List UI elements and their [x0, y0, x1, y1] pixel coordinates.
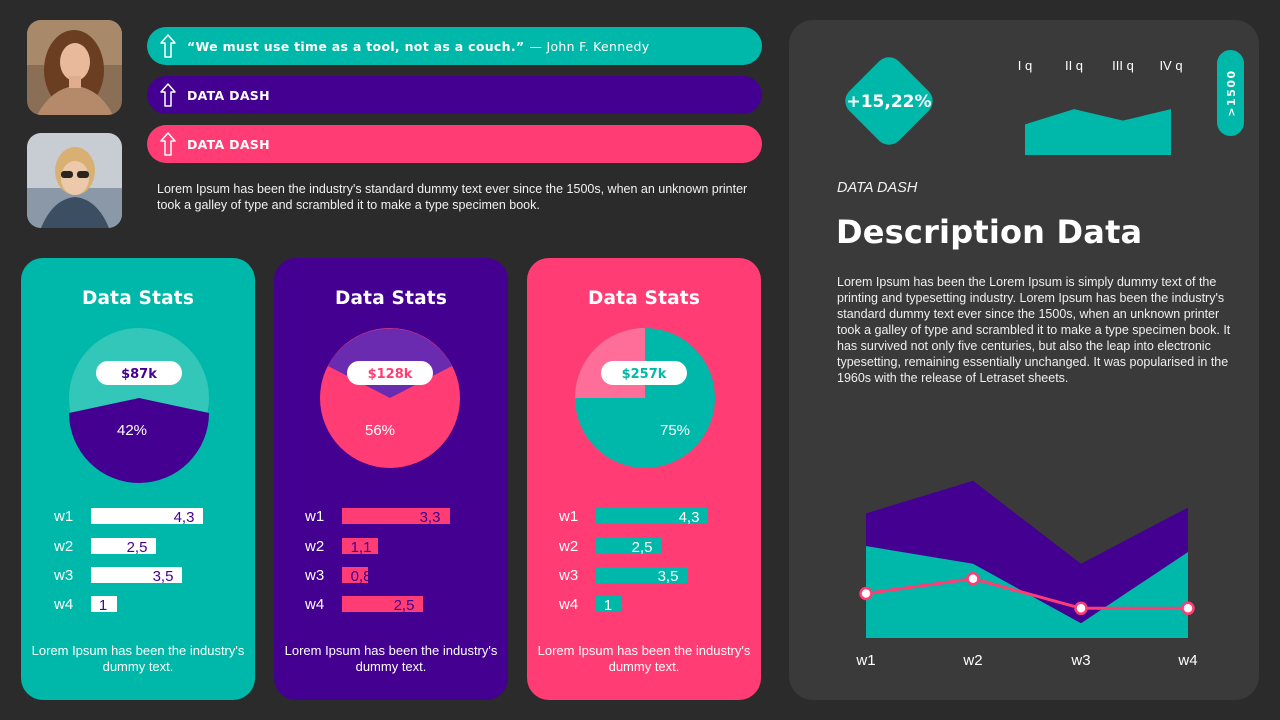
bar-label: w2: [53, 538, 73, 555]
panel-graphics: +15,22% >1500 I q II q III q IV q w1 w2 …: [845, 50, 1244, 669]
line-point: [1074, 601, 1088, 616]
pie-slice: [69, 398, 209, 483]
pie-badge-text: $257k: [622, 367, 667, 382]
side-tab-text: >1500: [1225, 69, 1238, 116]
pie-percent: 56%: [365, 422, 395, 439]
quote-author: — John F. Kennedy: [529, 38, 650, 54]
bar: [596, 596, 622, 612]
growth-badge-text: +15,22%: [846, 92, 931, 112]
bar-label: w1: [558, 508, 578, 525]
bar-value: 2,5: [632, 539, 653, 556]
bar: [342, 596, 423, 612]
bar-value: 1: [604, 597, 612, 614]
pie-percent: 75%: [660, 422, 690, 439]
description-panel: +15,22% >1500 I q II q III q IV q w1 w2 …: [789, 20, 1259, 700]
card-footer: Lorem Ipsum has been the industry's dumm…: [284, 643, 498, 674]
x-tick-label: w4: [1177, 652, 1197, 669]
bar-label: w3: [53, 567, 73, 584]
quarter-chart: I q II q III q IV q: [1018, 58, 1183, 155]
bar-value: 4,3: [174, 509, 195, 526]
bar: [596, 508, 708, 524]
quarter-label: III q: [1112, 58, 1134, 73]
pie-percent: 42%: [117, 422, 147, 439]
bar-label: w3: [558, 567, 578, 584]
arrow-up-icon: [160, 34, 176, 58]
banner-label: DATA DASH: [187, 87, 270, 103]
avatar: [27, 133, 122, 228]
bar: [342, 508, 450, 524]
pie-badge-text: $128k: [368, 367, 413, 382]
bar: [342, 567, 368, 583]
panel-description: Lorem Ipsum has been the Lorem Ipsum is …: [837, 275, 1231, 385]
panel-subtitle: DATA DASH: [837, 180, 918, 196]
pie-badge: [347, 361, 433, 385]
bar-label: w1: [53, 508, 73, 525]
bar-label: w2: [558, 538, 578, 555]
line-point: [1181, 601, 1195, 616]
quarter-label: IV q: [1159, 58, 1182, 73]
bar-label: w2: [304, 538, 324, 555]
intro-text: Lorem Ipsum has been the industry's stan…: [157, 182, 748, 212]
bar-value: 3,5: [658, 568, 679, 585]
data-dash-banner: DATA DASH: [147, 125, 762, 163]
arrow-up-icon: [160, 83, 176, 107]
quote-banner: “We must use time as a tool, not as a co…: [147, 27, 762, 65]
card-chart: 56% $128k w1 3,3 w2 1,1 w3 0,8 w4 2,5: [304, 328, 460, 614]
quarter-label: I q: [1018, 58, 1032, 73]
line-point: [966, 571, 980, 586]
bar: [596, 538, 661, 554]
line-series: [865, 577, 1188, 610]
bar: [91, 567, 182, 583]
x-tick-label: w3: [1070, 652, 1090, 669]
x-tick-label: w2: [962, 652, 982, 669]
quote-text: “We must use time as a tool, not as a co…: [187, 38, 525, 54]
bar-value: 2,5: [394, 597, 415, 614]
card-title: Data Stats: [587, 288, 701, 309]
x-tick-label: w1: [855, 652, 875, 669]
side-tab: [1217, 50, 1244, 136]
bar-label: w4: [304, 596, 324, 613]
data-dash-banner: DATA DASH: [147, 76, 762, 114]
pie-badge: [96, 361, 182, 385]
bar-value: 3,5: [153, 568, 174, 585]
bar-value: 3,3: [420, 509, 441, 526]
bar: [91, 538, 156, 554]
card-title: Data Stats: [334, 288, 448, 309]
bar: [91, 508, 203, 524]
card-chart: 42% $87k w1 4,3 w2 2,5 w3 3,5 w4 1: [53, 328, 209, 614]
bar: [91, 596, 117, 612]
card-title: Data Stats: [81, 288, 195, 309]
quarter-area: [1025, 109, 1171, 155]
card-chart: 75% $257k w1 4,3 w2 2,5 w3 3,5 w4 1: [558, 328, 715, 614]
growth-badge: +15,22%: [845, 57, 933, 145]
bar-value: 1,1: [351, 539, 372, 556]
bar-label: w3: [304, 567, 324, 584]
weekly-area-chart: w1 w2 w3 w4: [855, 480, 1198, 669]
stats-card: Data Stats 75% $257k w1 4,3 w2 2,5 w3 3,…: [527, 258, 761, 700]
bar-label: w4: [558, 596, 578, 613]
bar-value: 0,8: [351, 568, 372, 585]
pie-badge-text: $87k: [121, 367, 157, 382]
area-series-front: [866, 546, 1188, 638]
quarter-label: II q: [1065, 58, 1083, 73]
bar-value: 1: [99, 597, 107, 614]
avatar: [27, 20, 122, 115]
bar-label: w4: [53, 596, 73, 613]
bar-value: 2,5: [127, 539, 148, 556]
banner-label: DATA DASH: [187, 136, 270, 152]
bar: [342, 538, 378, 554]
bar: [596, 567, 687, 583]
stats-card: Data Stats 56% $128k w1 3,3 w2 1,1 w3 0,…: [274, 258, 508, 700]
card-footer: Lorem Ipsum has been the industry's dumm…: [31, 643, 245, 674]
arrow-up-icon: [160, 132, 176, 156]
line-point: [859, 586, 873, 601]
card-footer: Lorem Ipsum has been the industry's dumm…: [537, 643, 751, 674]
pie-badge: [601, 361, 687, 385]
bar-label: w1: [304, 508, 324, 525]
bar-value: 4,3: [679, 509, 700, 526]
stats-card: Data Stats 42% $87k w1 4,3 w2 2,5 w3 3,5…: [21, 258, 255, 700]
panel-title: Description Data: [836, 213, 1143, 251]
